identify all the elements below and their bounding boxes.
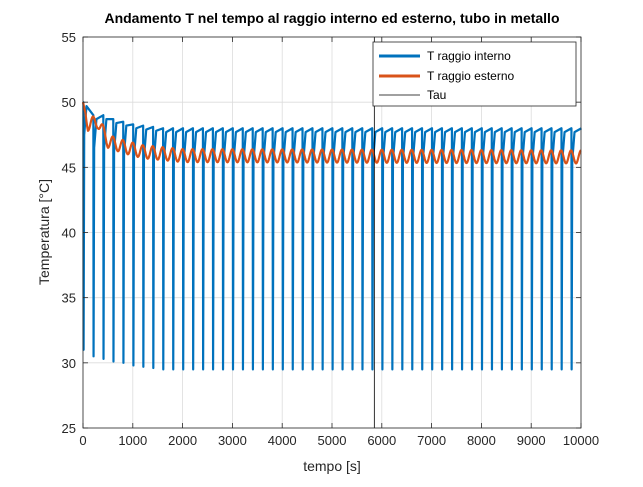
series-line-t-raggio-interno [82, 101, 582, 371]
x-tick-label: 0 [79, 433, 86, 448]
y-tick-label: 35 [62, 291, 76, 306]
x-tick-label: 8000 [467, 433, 496, 448]
x-tick-label: 1000 [118, 433, 147, 448]
x-tick-label: 4000 [268, 433, 297, 448]
legend: T raggio interno T raggio esterno Tau [372, 41, 577, 107]
x-tick-label: 3000 [218, 433, 247, 448]
axis-ticks: 0 1000 2000 3000 4000 5000 6000 7000 8000 9000 100… [62, 30, 600, 448]
series-line-t-raggio-esterno [81, 101, 582, 165]
x-tick-label: 2000 [168, 433, 197, 448]
x-tick-label: 10000 [563, 433, 599, 448]
chart-title: Andamento T nel tempo al raggio interno … [104, 10, 559, 26]
legend-label-t-raggio-interno: T raggio interno [427, 49, 511, 63]
x-tick-label: 9000 [517, 433, 546, 448]
legend-label-t-raggio-esterno: T raggio esterno [427, 69, 514, 83]
y-tick-label: 40 [62, 226, 76, 241]
y-tick-label: 30 [62, 356, 76, 371]
x-tick-label: 6000 [367, 433, 396, 448]
x-tick-label: 5000 [318, 433, 347, 448]
y-tick-label: 50 [62, 95, 76, 110]
y-tick-label: 45 [62, 160, 76, 175]
x-axis-label: tempo [s] [303, 458, 361, 474]
y-axis-label: Temperatura [°C] [36, 179, 52, 285]
y-tick-label: 55 [62, 30, 76, 45]
x-tick-label: 7000 [417, 433, 446, 448]
y-tick-label: 25 [62, 421, 76, 436]
legend-label-tau: Tau [427, 88, 446, 102]
